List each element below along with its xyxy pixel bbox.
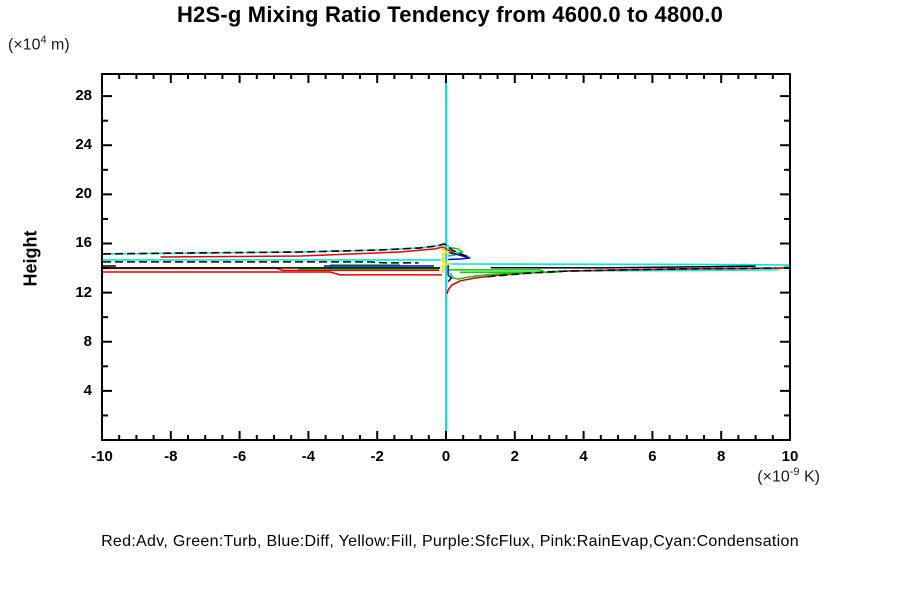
y-axis-unit-label: (×104 m) bbox=[8, 34, 70, 54]
y-unit-prefix: (×10 bbox=[8, 36, 41, 54]
total-right-dashed-line bbox=[487, 267, 777, 278]
x-tick-label: -6 bbox=[232, 448, 247, 465]
y-unit-exponent: 4 bbox=[40, 34, 47, 46]
x-unit-exponent: -9 bbox=[789, 466, 800, 478]
x-tick-label: 0 bbox=[441, 448, 451, 465]
y-unit-suffix: m) bbox=[46, 36, 70, 54]
x-tick-label: 6 bbox=[648, 448, 657, 465]
y-tick-label: 12 bbox=[75, 283, 92, 301]
x-tick-label: 10 bbox=[781, 448, 799, 465]
adv-low-line bbox=[103, 271, 442, 276]
chart-title: H2S-g Mixing Ratio Tendency from 4600.0 … bbox=[176, 2, 724, 27]
fill-spike-line bbox=[441, 247, 452, 273]
x-tick-label: 4 bbox=[579, 448, 588, 465]
y-tick-label: 8 bbox=[83, 332, 92, 350]
y-tick-label: 4 bbox=[83, 381, 92, 399]
turb-right-line bbox=[448, 269, 546, 273]
total-upper-dashed-line bbox=[102, 243, 471, 259]
x-unit-suffix: K) bbox=[799, 468, 820, 486]
y-tick-label: 24 bbox=[75, 136, 92, 154]
x-tick-label: 2 bbox=[510, 448, 519, 465]
x-tick-label: -8 bbox=[164, 448, 178, 465]
y-tick-label: 28 bbox=[75, 87, 92, 105]
y-tick-label: 20 bbox=[75, 185, 92, 203]
x-unit-prefix: (×10 bbox=[757, 468, 790, 486]
turb-dip-line bbox=[449, 271, 559, 280]
y-tick-label: 16 bbox=[75, 234, 92, 252]
diff-wedge-line bbox=[445, 251, 471, 261]
legend-text: Red:Adv, Green:Turb, Blue:Diff, Yellow:F… bbox=[101, 533, 799, 550]
x-tick-label: -2 bbox=[370, 448, 384, 465]
total-right-rising-line bbox=[490, 265, 756, 269]
diff-drop-line bbox=[447, 264, 453, 283]
x-tick-label: -4 bbox=[301, 448, 316, 465]
condensation-right-main-line bbox=[445, 263, 791, 266]
x-tick-label: 8 bbox=[717, 448, 726, 465]
x-tick-label: -10 bbox=[91, 448, 113, 465]
total-mid-upper-line bbox=[103, 261, 419, 264]
x-axis-unit-label: (×10-9 K) bbox=[672, 466, 820, 486]
